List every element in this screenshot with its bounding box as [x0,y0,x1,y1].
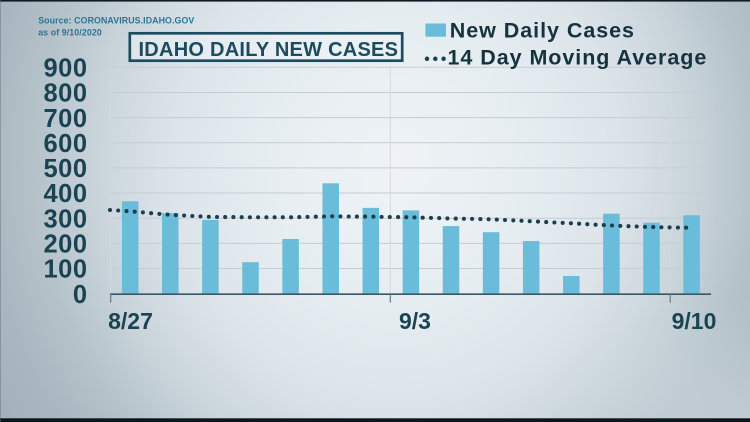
svg-text:8/27: 8/27 [108,308,153,334]
svg-text:as of 9/10/2020: as of 9/10/2020 [38,28,102,38]
svg-text:600: 600 [43,130,87,158]
svg-text:500: 500 [43,155,87,183]
svg-text:Source: CORONAVIRUS.IDAHO.GOV: Source: CORONAVIRUS.IDAHO.GOV [38,15,194,25]
svg-text:300: 300 [43,205,87,233]
svg-text:9/10: 9/10 [672,308,717,334]
svg-text:400: 400 [43,180,87,208]
svg-text:IDAHO DAILY NEW CASES: IDAHO DAILY NEW CASES [139,39,399,61]
svg-text:100: 100 [43,256,87,284]
svg-text:200: 200 [43,231,87,259]
svg-text:900: 900 [43,55,87,83]
svg-text:0: 0 [73,281,88,309]
svg-text:800: 800 [43,80,87,108]
svg-text:New Daily Cases: New Daily Cases [450,18,635,42]
svg-text:14 Day Moving Average: 14 Day Moving Average [448,46,708,70]
svg-text:9/3: 9/3 [399,308,431,334]
svg-text:700: 700 [43,105,87,133]
